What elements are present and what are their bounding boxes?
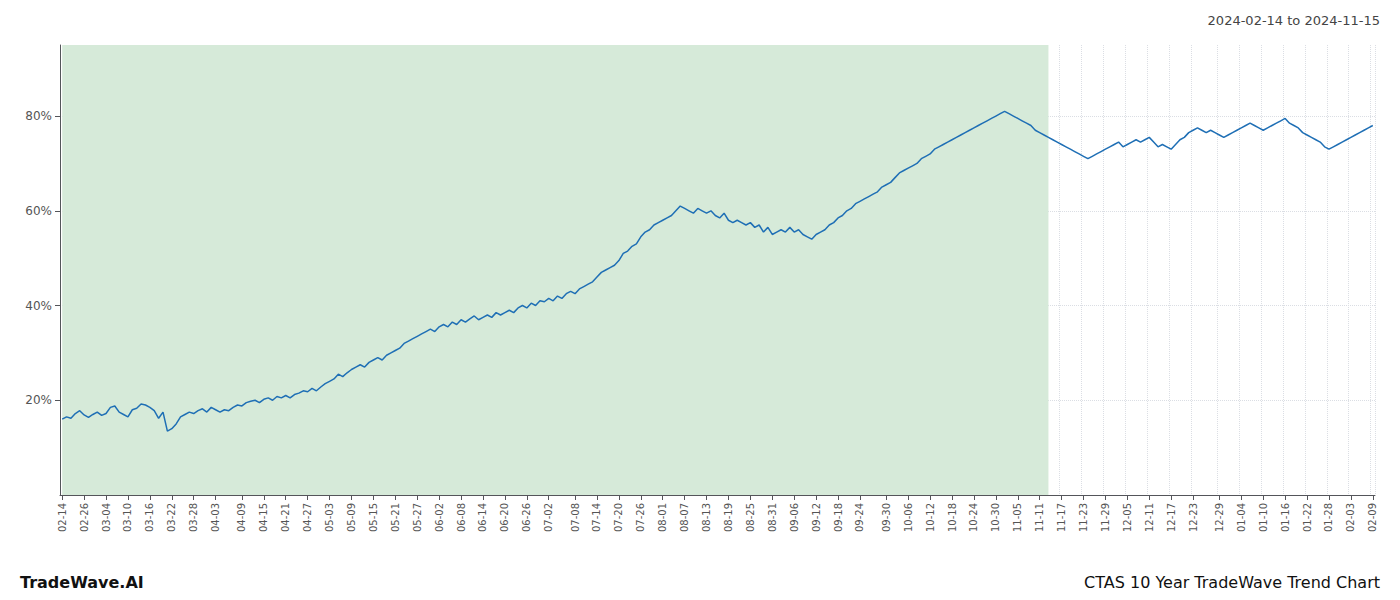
svg-text:07-08: 07-08	[570, 503, 581, 532]
svg-text:10-18: 10-18	[947, 503, 958, 532]
svg-text:05-21: 05-21	[390, 503, 401, 532]
svg-text:03-10: 03-10	[122, 503, 133, 532]
svg-text:04-03: 04-03	[210, 503, 221, 532]
svg-text:11-11: 11-11	[1034, 503, 1045, 532]
svg-text:09-06: 09-06	[789, 503, 800, 532]
svg-text:08-19: 08-19	[723, 503, 734, 532]
svg-text:07-20: 07-20	[613, 503, 624, 532]
svg-text:01-04: 01-04	[1236, 503, 1247, 532]
svg-text:12-29: 12-29	[1214, 503, 1225, 532]
svg-text:05-03: 05-03	[324, 503, 335, 532]
svg-text:11-29: 11-29	[1100, 503, 1111, 532]
svg-text:02-26: 02-26	[79, 503, 90, 532]
svg-text:05-15: 05-15	[368, 503, 379, 532]
svg-text:10-06: 10-06	[903, 503, 914, 532]
svg-text:04-15: 04-15	[258, 503, 269, 532]
svg-text:04-27: 04-27	[302, 503, 313, 532]
svg-text:12-11: 12-11	[1144, 503, 1155, 532]
svg-text:04-21: 04-21	[280, 503, 291, 532]
svg-text:60%: 60%	[25, 204, 52, 218]
svg-text:11-05: 11-05	[1012, 503, 1023, 532]
svg-text:09-12: 09-12	[811, 503, 822, 532]
svg-text:20%: 20%	[25, 393, 52, 407]
svg-text:08-31: 08-31	[767, 503, 778, 532]
svg-text:04-09: 04-09	[236, 503, 247, 532]
svg-text:05-09: 05-09	[346, 503, 357, 532]
svg-text:07-02: 07-02	[543, 503, 554, 532]
svg-text:03-16: 03-16	[144, 503, 155, 532]
svg-text:40%: 40%	[25, 299, 52, 313]
svg-text:07-26: 07-26	[635, 503, 646, 532]
svg-text:2024-02-14 to 2024-11-15: 2024-02-14 to 2024-11-15	[1208, 13, 1380, 28]
svg-text:09-18: 09-18	[833, 503, 844, 532]
svg-text:10-24: 10-24	[968, 503, 979, 532]
svg-text:06-20: 06-20	[499, 503, 510, 532]
svg-text:09-30: 09-30	[881, 503, 892, 532]
svg-text:03-28: 03-28	[188, 503, 199, 532]
svg-text:02-03: 02-03	[1345, 503, 1356, 532]
svg-text:08-01: 08-01	[657, 503, 668, 532]
svg-text:12-23: 12-23	[1188, 503, 1199, 532]
svg-text:08-25: 08-25	[745, 503, 756, 532]
svg-text:10-30: 10-30	[990, 503, 1001, 532]
svg-text:06-02: 06-02	[434, 503, 445, 532]
svg-text:TradeWave.AI: TradeWave.AI	[20, 573, 144, 592]
svg-text:01-16: 01-16	[1280, 503, 1291, 532]
svg-text:80%: 80%	[25, 109, 52, 123]
svg-text:07-14: 07-14	[591, 503, 602, 532]
svg-text:03-04: 03-04	[101, 503, 112, 532]
svg-text:01-22: 01-22	[1302, 503, 1313, 532]
svg-text:08-07: 08-07	[679, 503, 690, 532]
svg-text:01-10: 01-10	[1258, 503, 1269, 532]
svg-text:CTAS 10 Year TradeWave Trend C: CTAS 10 Year TradeWave Trend Chart	[1084, 573, 1380, 592]
svg-text:02-09: 02-09	[1367, 503, 1378, 532]
svg-text:05-27: 05-27	[412, 503, 423, 532]
svg-text:08-13: 08-13	[701, 503, 712, 532]
svg-text:12-17: 12-17	[1166, 503, 1177, 532]
svg-text:03-22: 03-22	[166, 503, 177, 532]
svg-text:11-23: 11-23	[1078, 503, 1089, 532]
svg-text:10-12: 10-12	[925, 503, 936, 532]
svg-text:06-14: 06-14	[477, 503, 488, 532]
svg-text:11-17: 11-17	[1056, 503, 1067, 532]
svg-text:01-28: 01-28	[1323, 503, 1334, 532]
svg-text:02-14: 02-14	[57, 503, 68, 532]
svg-text:06-26: 06-26	[521, 503, 532, 532]
svg-text:12-05: 12-05	[1122, 503, 1133, 532]
svg-text:06-08: 06-08	[456, 503, 467, 532]
svg-text:09-24: 09-24	[854, 503, 865, 532]
